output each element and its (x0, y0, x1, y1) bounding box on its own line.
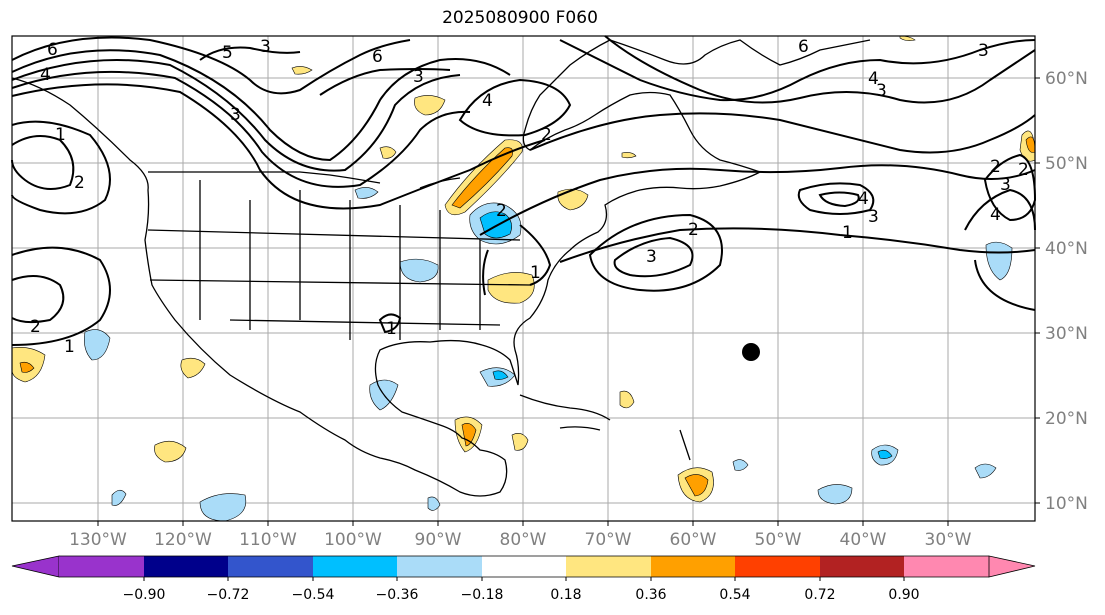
contour-label: 1 (64, 337, 75, 357)
contour-label: 4 (990, 205, 1001, 225)
map-title: 2025080900 F060 (442, 8, 598, 28)
colorbar-swatch (313, 556, 397, 577)
contour-label: 2 (30, 317, 41, 337)
lon-label: 40°W (840, 530, 887, 550)
colorbar-tick-label: 0.36 (635, 587, 666, 603)
lon-label: 30°W (925, 530, 972, 550)
contour-label: 2 (496, 201, 507, 221)
lat-label: 30°N (1045, 324, 1088, 344)
colorbar-swatch (397, 556, 482, 577)
colorbar-swatch (59, 556, 144, 577)
coastlines (11, 39, 871, 497)
lat-label: 10°N (1045, 494, 1088, 514)
lon-label: 100°W (324, 530, 382, 550)
lat-label: 50°N (1045, 154, 1088, 174)
longitude-labels: 130°W 120°W 110°W 100°W 90°W 80°W 70°W 6… (69, 530, 972, 550)
lon-label: 60°W (670, 530, 717, 550)
contour-labels: 6 5 4 3 6 3 4 2 3 2 1 2 6 3 4 3 4 2 3 1 … (30, 37, 1029, 357)
contour-label: 3 (260, 37, 271, 57)
contour-label: 3 (1000, 175, 1011, 195)
colorbar-swatch (904, 556, 989, 577)
contour-label: 3 (646, 247, 657, 267)
contour-label: 3 (876, 81, 887, 101)
colorbar-swatch (735, 556, 820, 577)
colorbar-tick-label: −0.36 (376, 587, 419, 603)
colorbar-tick-label: 0.90 (888, 587, 919, 603)
lon-label: 120°W (154, 530, 212, 550)
colorbar: −0.90 −0.72 −0.54 −0.36 −0.18 0.18 0.36 … (11, 555, 1036, 603)
contour-label: 2 (990, 157, 1001, 177)
lon-label: 70°W (585, 530, 632, 550)
contour-label: 2 (1018, 160, 1029, 180)
lat-label: 20°N (1045, 409, 1088, 429)
lat-label: 60°N (1045, 69, 1088, 89)
lon-label: 130°W (69, 530, 127, 550)
colorbar-tick-label: 0.72 (804, 587, 835, 603)
latitude-labels: 60°N 50°N 40°N 30°N 20°N 10°N (1045, 69, 1088, 514)
contour-label: 1 (55, 125, 66, 145)
contour-label: 6 (372, 47, 383, 67)
colorbar-tick-label: −0.90 (123, 587, 166, 603)
lat-label: 40°N (1045, 239, 1088, 259)
colorbar-swatch (651, 556, 735, 577)
colorbar-swatch (228, 556, 313, 577)
colorbar-extend-high (988, 555, 1036, 578)
storm-marker (742, 343, 760, 361)
contour-label: 1 (530, 263, 541, 283)
colorbar-tick-label: 0.54 (719, 587, 750, 603)
contour-label: 4 (858, 189, 869, 209)
contour-label: 3 (868, 207, 879, 227)
lon-label: 80°W (500, 530, 547, 550)
contour-label: 3 (230, 105, 241, 125)
contour-label: 2 (688, 220, 699, 240)
colorbar-tick-label: −0.18 (461, 587, 504, 603)
contour-label: 2 (541, 125, 552, 145)
contour-label: 4 (40, 65, 51, 85)
contour-label: 1 (842, 223, 853, 243)
colorbar-swatch (144, 556, 228, 577)
contour-label: 4 (482, 91, 493, 111)
axis-ticks (97, 77, 1040, 526)
colorbar-tick-label: 0.18 (550, 587, 581, 603)
colorbar-swatch (482, 556, 566, 577)
lon-label: 90°W (415, 530, 462, 550)
contour-label: 3 (978, 41, 989, 61)
contour-label: 5 (222, 43, 233, 63)
contour-label: 1 (386, 319, 397, 339)
colorbar-tick-label: −0.72 (207, 587, 250, 603)
contours (11, 35, 1037, 346)
colorbar-swatch (820, 556, 904, 577)
contour-label: 2 (74, 173, 85, 193)
lon-label: 50°W (755, 530, 802, 550)
contour-label: 3 (413, 67, 424, 87)
contour-label: 4 (868, 69, 879, 89)
colorbar-swatch (566, 556, 651, 577)
lon-label: 110°W (239, 530, 297, 550)
colorbar-tick-label: −0.54 (292, 587, 335, 603)
colorbar-extend-low (11, 555, 60, 578)
contour-label: 6 (47, 40, 58, 60)
contour-label: 6 (798, 37, 809, 57)
